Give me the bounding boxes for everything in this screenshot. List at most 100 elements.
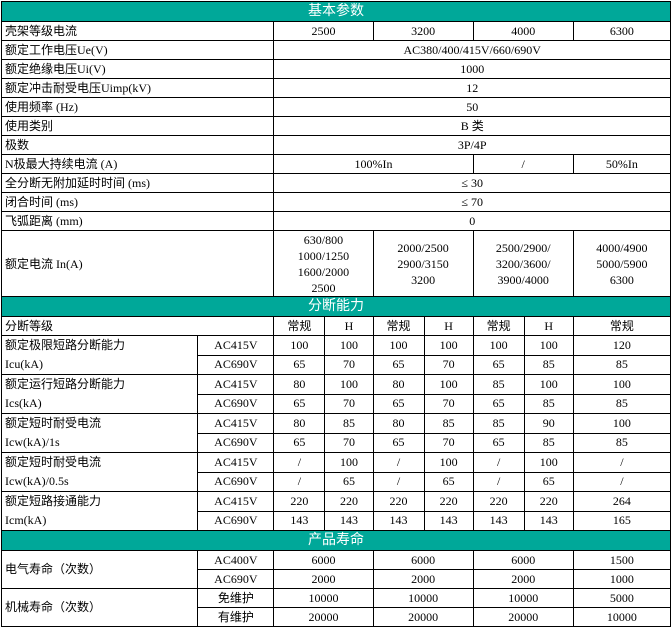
- cell-value: 50: [273, 97, 671, 117]
- cell-value: 80: [372, 413, 425, 434]
- section-title: 分断能力: [1, 296, 671, 317]
- voltage-label: AC690V: [197, 510, 275, 531]
- cell-value: 3P/4P: [273, 135, 671, 155]
- section-header-life: 产品寿命: [1, 530, 671, 551]
- cell-value: 100: [423, 335, 474, 356]
- cell-value: 100: [273, 335, 326, 356]
- row-label: 壳架等级电流: [0, 21, 275, 41]
- cell-value: 220: [523, 491, 574, 512]
- table-row: 电气寿命（次数） AC400V 6000 6000 6000 1500: [0, 550, 672, 589]
- condition-label: 免维护: [197, 588, 275, 608]
- cell-value: 65: [273, 354, 326, 375]
- cell-value: 65: [324, 471, 374, 492]
- cell-value: /: [372, 452, 425, 473]
- voltage-label: AC690V: [197, 432, 275, 453]
- row-label: 全分断无附加延时时间 (ms): [0, 173, 275, 193]
- row-label: 使用类别: [0, 116, 275, 136]
- group-label: 电气寿命（次数）: [0, 550, 199, 589]
- cell-value: 85: [572, 393, 672, 414]
- cell-value: 6000: [372, 550, 474, 570]
- cell-value: /: [472, 471, 525, 492]
- cell-value: /: [572, 471, 672, 492]
- table-row: 额定冲击耐受电压Uimp(kV) 12: [0, 78, 671, 98]
- table-row: 额定工作电压Ue(V) AC380/400/415V/660/690V: [0, 40, 671, 60]
- row-label: 额定工作电压Ue(V): [0, 40, 275, 60]
- row-label: 额定冲击耐受电压Uimp(kV): [0, 78, 275, 98]
- cell-value: 85: [572, 354, 672, 375]
- cell-value: /: [572, 452, 672, 473]
- grade-header: H: [523, 316, 574, 336]
- grade-header: H: [324, 316, 374, 336]
- row-label: 分断等级: [0, 316, 275, 336]
- cell-value: 85: [472, 413, 525, 434]
- table-row: AC690V 65 70 65 70 65 85 85: [2, 432, 672, 453]
- cell-value: 3200: [372, 21, 474, 41]
- cell-value: 65: [372, 432, 425, 453]
- cell-value: 100: [423, 374, 474, 395]
- cell-value: /: [472, 452, 525, 473]
- cell-value: 100: [372, 335, 425, 356]
- group-label: 机械寿命（次数）: [0, 588, 199, 627]
- cell-value: 2000: [472, 569, 574, 589]
- cell-value: 100: [472, 335, 525, 356]
- cell-value: 80: [273, 374, 326, 395]
- table-row: 使用类别 B 类: [0, 116, 671, 136]
- cell-value: 143: [324, 510, 374, 531]
- cell-value: 100: [572, 413, 672, 434]
- cell-value: 220: [324, 491, 374, 512]
- table-row: 额定绝缘电压Ui(V) 1000: [0, 59, 671, 79]
- row-label: 飞弧距离 (mm): [0, 211, 275, 231]
- cell-value: 70: [423, 393, 474, 414]
- cell-value: 80: [273, 413, 326, 434]
- cell-value: 100: [423, 452, 474, 473]
- voltage-label: AC690V: [197, 354, 275, 375]
- cell-value: 65: [472, 393, 525, 414]
- cell-value: 70: [324, 393, 374, 414]
- table-row: AC690V 65 70 65 70 65 85 85: [2, 354, 672, 375]
- cell-value: 220: [472, 491, 525, 512]
- breaking-grade-row: 分断等级 常规 H 常规 H 常规 H 常规: [0, 316, 672, 336]
- cell-value: 100: [523, 452, 574, 473]
- cell-value: /: [372, 471, 425, 492]
- cell-value: 2500: [273, 21, 374, 41]
- table-row: 全分断无附加延时时间 (ms) ≤ 30: [0, 173, 671, 193]
- voltage-label: AC690V: [197, 393, 275, 414]
- cell-value: /: [273, 452, 326, 473]
- table-row: 使用频率 (Hz) 50: [0, 97, 671, 117]
- cell-value: 143: [423, 510, 474, 531]
- cell-value: 100: [572, 374, 672, 395]
- grade-header: 常规: [472, 316, 525, 336]
- table-row: N极最大持续电流 (A) 100%In/50%In: [0, 154, 672, 174]
- cell-value: AC380/400/415V/660/690V: [273, 40, 671, 60]
- table-row: AC690V/65/65/65/: [2, 471, 672, 492]
- condition-label: AC400V: [197, 550, 275, 570]
- cell-value: 630/800 1000/1250 1600/2000 2500: [273, 230, 374, 297]
- cell-value: 65: [273, 393, 326, 414]
- cell-value: 4000/4900 5000/5900 6300: [572, 230, 672, 297]
- cell-value: 220: [423, 491, 474, 512]
- table-row: 壳架等级电流 2500 3200 4000 6300: [0, 21, 672, 41]
- cell-value: 1000: [572, 569, 672, 589]
- table-row: AC690V 65 70 65 70 65 85 85: [2, 393, 672, 414]
- cell-value: 6300: [572, 21, 672, 41]
- cell-value: 65: [523, 471, 574, 492]
- grade-header: 常规: [372, 316, 425, 336]
- grade-header: 常规: [273, 316, 326, 336]
- cell-value: 10000: [472, 588, 574, 608]
- cell-value: B 类: [273, 116, 671, 136]
- cell-value: 143: [372, 510, 425, 531]
- row-label: N极最大持续电流 (A): [0, 154, 275, 174]
- cell-value: 70: [324, 432, 374, 453]
- condition-label: AC690V: [197, 569, 275, 589]
- cell-value: 5000: [572, 588, 672, 608]
- grade-header: H: [423, 316, 474, 336]
- table-row: 机械寿命（次数） 免维护 10000 10000 10000 5000: [0, 588, 672, 627]
- cell-value: 85: [523, 432, 574, 453]
- cell-value: 100: [324, 452, 374, 473]
- cell-value: 1500: [572, 550, 672, 570]
- cell-value: 10000: [572, 607, 672, 627]
- voltage-label: AC690V: [197, 471, 275, 492]
- table-row: 飞弧距离 (mm) 0: [0, 211, 671, 231]
- cell-value: 264: [572, 491, 672, 512]
